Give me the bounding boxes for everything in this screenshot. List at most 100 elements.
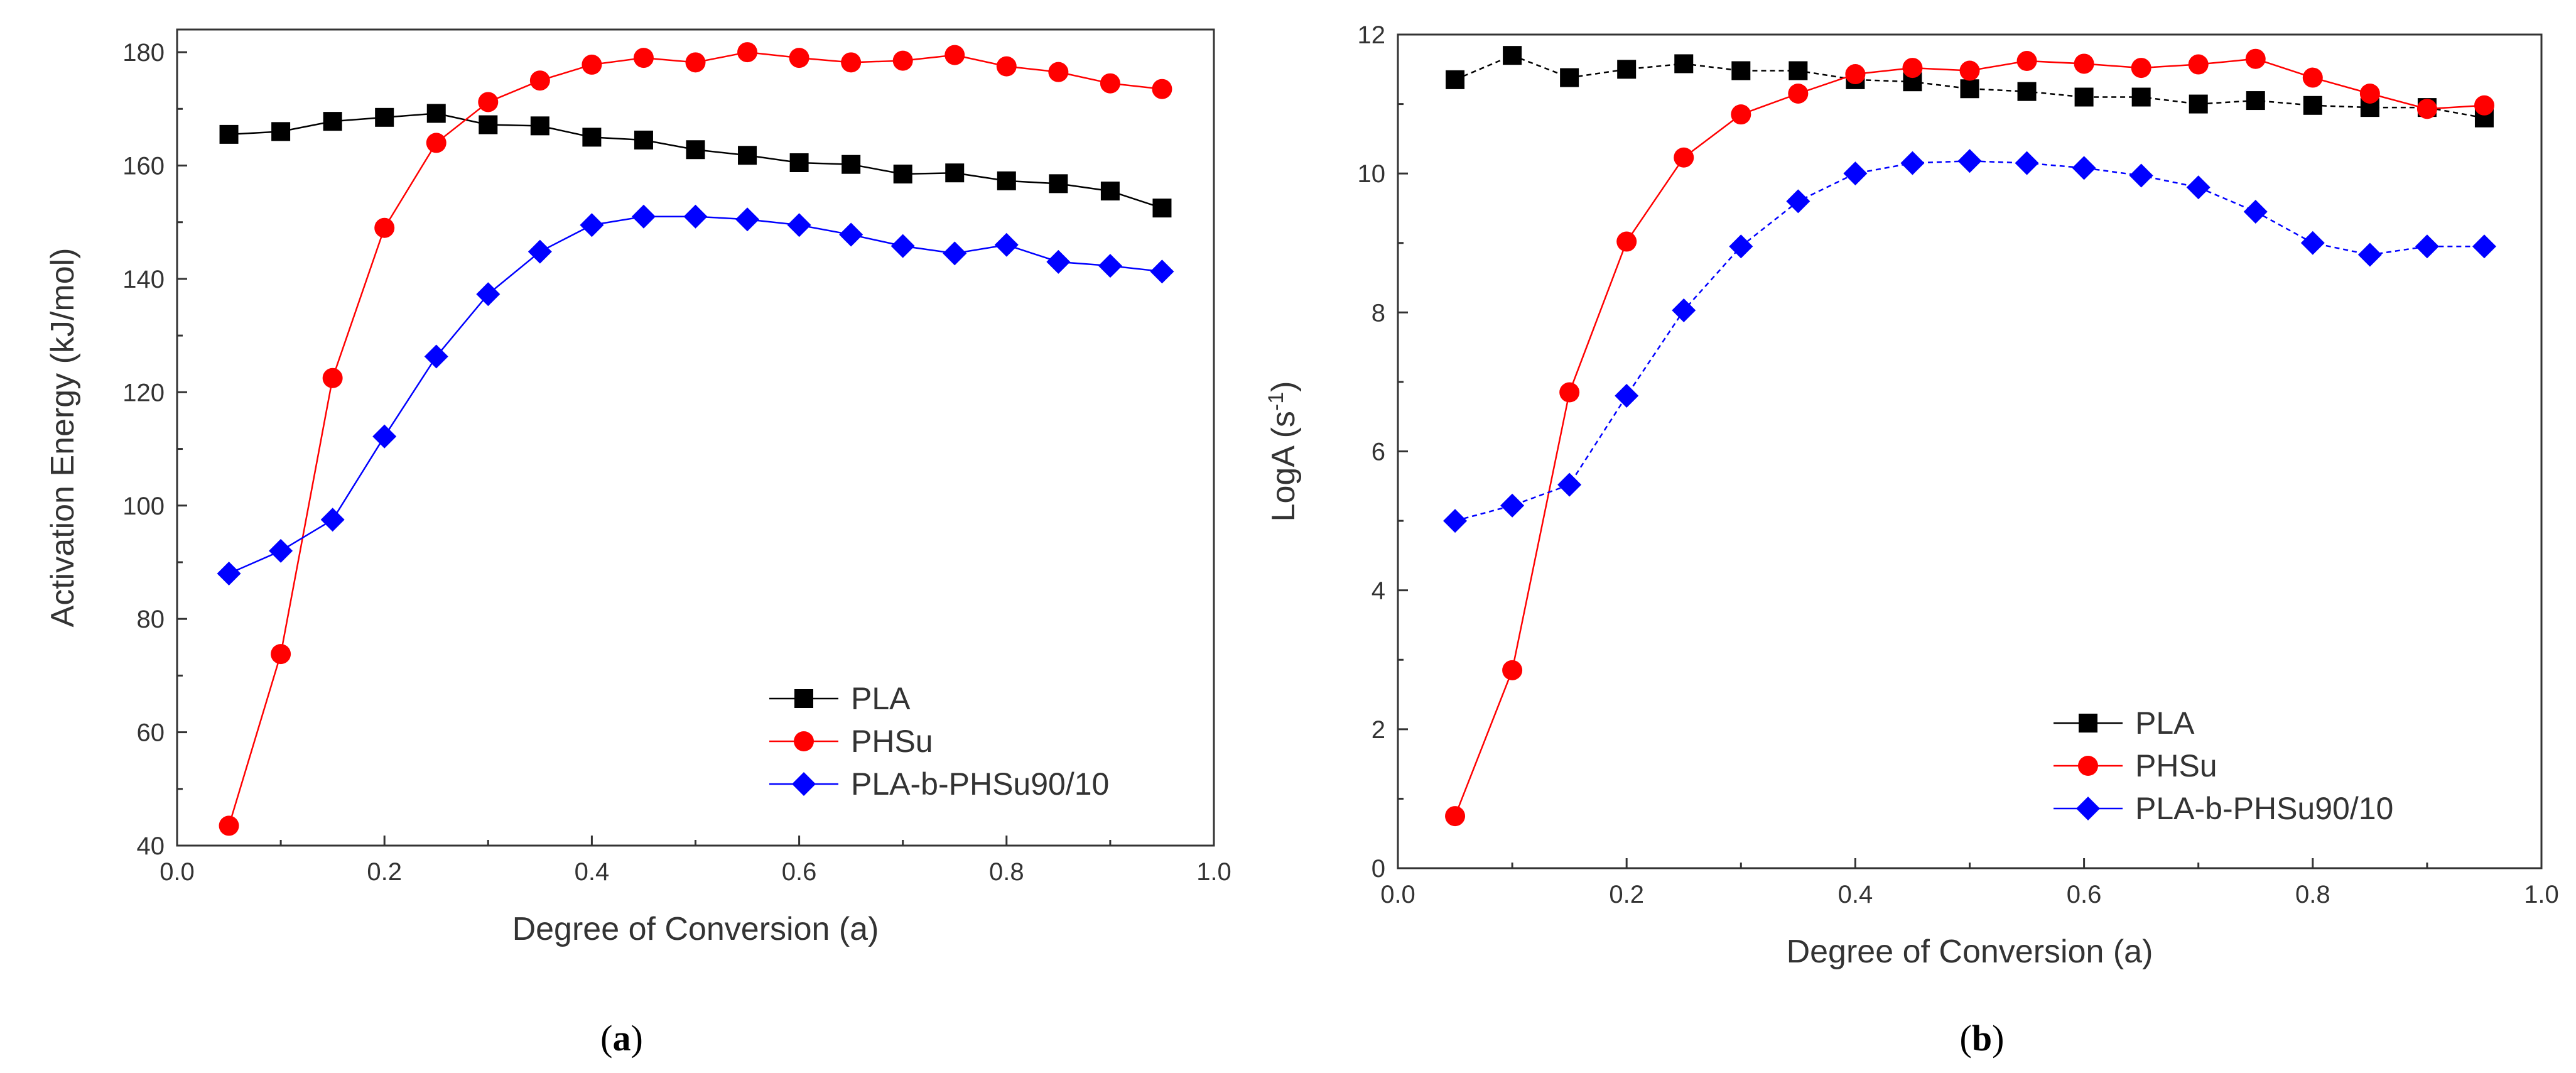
y-tick-label: 12 [1358,21,1386,49]
data-point [1616,231,1637,252]
series-pla [1446,46,2494,128]
data-point [479,115,498,134]
x-tick-label: 0.2 [1609,881,1644,908]
data-point [1788,83,1809,104]
data-point [945,163,965,183]
data-point [219,815,239,836]
data-point [996,56,1017,77]
data-point [994,232,1019,257]
data-point [943,241,967,266]
data-point [890,234,915,258]
x-tick-label: 0.2 [367,858,402,886]
legend-label: PLA-b-PHSu90/10 [2135,791,2393,826]
data-point [1443,509,1468,533]
data-point [2074,87,2094,107]
data-point [1902,58,1923,79]
data-point [2246,91,2265,111]
legend-marker [794,731,814,751]
data-point [1900,151,1925,175]
x-tick-label: 0.0 [1380,881,1415,908]
panel-caption: (a) [600,1018,643,1059]
data-point [2074,53,2094,74]
y-tick-label: 140 [122,266,165,293]
data-point [1960,79,1979,99]
legend: PLA PHSu PLA-b-PHSu90/10 [2054,705,2393,826]
data-point [735,207,760,232]
data-point [842,155,861,174]
data-point [320,508,345,532]
x-tick-label: 0.4 [575,858,610,886]
data-point [2072,156,2096,180]
data-point [1845,64,1866,85]
data-point [1731,104,1751,125]
legend-item: PLA-b-PHSu90/10 [2054,791,2393,826]
chart-panel-a: 0.0 0.2 0.4 0.6 0.8 1.0406080100120140160180 … [45,28,1231,1059]
data-point [2016,51,2037,72]
y-tick-label: 6 [1372,438,1385,466]
data-point [1152,79,1172,99]
data-point [1152,199,1172,218]
data-point [323,112,342,131]
y-tick-label: 10 [1358,160,1386,188]
x-tick-label: 0.8 [2295,881,2330,908]
x-tick-label: 0.8 [989,858,1024,886]
series-phsu [219,42,1172,836]
data-point [1957,149,1982,173]
legend-label: PHSu [851,724,933,759]
legend-marker [2076,797,2100,820]
data-point [789,153,809,172]
data-point [2474,95,2494,116]
legend-label: PHSu [2135,748,2217,783]
legend-item: PLA [2054,705,2195,741]
data-point [269,538,293,563]
legend: PLA PHSu PLA-b-PHSu90/10 [769,681,1109,802]
data-point [1617,60,1637,79]
legend-item: PLA [769,681,911,716]
data-point [374,217,395,238]
data-point [2189,94,2208,114]
legend-label: PLA-b-PHSu90/10 [851,766,1109,802]
data-point [1674,147,1694,168]
legend-item: PLA-b-PHSu90/10 [769,766,1109,802]
data-point [2302,67,2323,88]
data-point [1446,70,1465,89]
data-point [478,92,499,112]
data-point [1674,54,1694,74]
data-point [582,54,602,75]
y-tick-label: 160 [122,153,165,180]
legend-label: PLA [2135,705,2195,741]
y-tick-label: 60 [137,719,165,747]
data-point [2416,99,2437,119]
series-pla-b-phsu90-10 [217,204,1174,586]
data-point [839,222,863,247]
data-point [1100,73,1120,94]
data-point [582,128,602,147]
series-line [228,51,1162,826]
data-point [217,562,241,586]
data-point [1150,259,1174,284]
data-point [271,122,291,141]
x-axis-label: Degree of Conversion (a) [512,911,879,947]
data-point [1500,493,1525,518]
data-point [322,368,343,388]
x-tick-label: 1.0 [1196,858,1231,886]
data-point [2015,151,2039,175]
data-point [683,204,708,229]
legend-marker [792,772,816,796]
y-tick-label: 8 [1372,299,1385,327]
data-point [2359,83,2380,104]
data-point [1100,182,1120,201]
chart-panel-b: 0.0 0.2 0.4 0.6 0.8 1.0 0 2 4 6 8 10 12 Degree of Co… [1264,21,2559,1059]
y-tick-label: 2 [1372,716,1385,744]
series-line [1454,160,2484,522]
x-tick-label: 0.4 [1838,881,1873,908]
x-tick-label: 0.6 [782,858,817,886]
data-point [2131,58,2151,79]
legend-label: PLA [851,681,911,716]
data-point [2017,82,2037,101]
data-point [1672,298,1696,323]
data-point [1786,189,1810,214]
series-pla [219,104,1172,218]
panel-caption: (b) [1960,1018,2005,1059]
